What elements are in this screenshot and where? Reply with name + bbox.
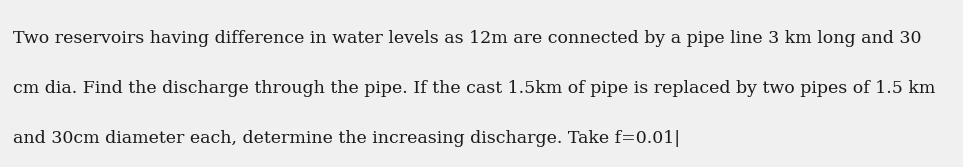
Text: cm dia. Find the discharge through the pipe. If the cast 1.5km of pipe is replac: cm dia. Find the discharge through the p… — [13, 80, 935, 97]
Text: and 30cm diameter each, determine the increasing discharge. Take f=0.01|: and 30cm diameter each, determine the in… — [13, 130, 680, 147]
Text: Two reservoirs having difference in water levels as 12m are connected by a pipe : Two reservoirs having difference in wate… — [13, 30, 921, 47]
